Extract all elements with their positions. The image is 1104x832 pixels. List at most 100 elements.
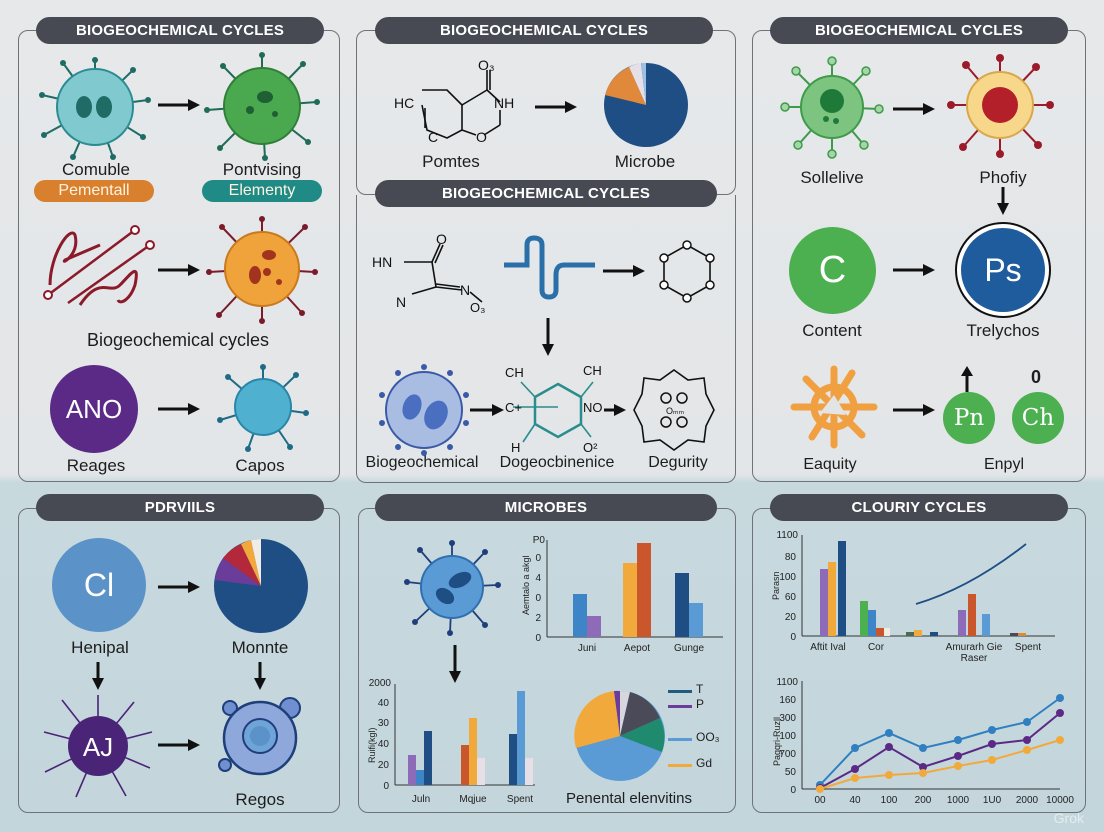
svg-text:Parasn: Parasn: [771, 571, 781, 600]
line-chart: 0 50 700 100 300 160 1100 Pagqri-Ruzll 0…: [772, 677, 1074, 806]
label-enpyl: Enpyl: [983, 456, 1025, 473]
arrow-right-icon: [158, 581, 200, 593]
svg-text:Pagqri-Ruzll: Pagqri-Ruzll: [772, 717, 782, 766]
label-regos: Regos: [235, 790, 285, 809]
pie-caption: Penental elenvitins: [566, 790, 692, 807]
svg-text:CH: CH: [583, 363, 602, 378]
svg-text:O₃: O₃: [470, 300, 485, 315]
svg-text:Oₘₘ: Oₘₘ: [666, 406, 685, 416]
svg-text:2: 2: [535, 613, 541, 624]
pill-elementy: Elementy: [202, 180, 322, 202]
label-sollelive: Sollelive: [800, 168, 864, 187]
pie-chart-icon: [214, 538, 308, 633]
svg-text:200: 200: [915, 795, 932, 806]
arrow-right-icon: [893, 404, 935, 416]
svg-text:Spent: Spent: [1015, 642, 1041, 653]
label-pontvising: Pontvising: [222, 160, 302, 179]
svg-text:100: 100: [779, 572, 796, 583]
blue-microbe-icon: [404, 540, 501, 636]
label-content: Content: [802, 321, 862, 340]
arrow-right-icon: [158, 264, 200, 276]
svg-text:Mqjue: Mqjue: [459, 794, 487, 805]
label-capos: Capos: [235, 456, 285, 475]
pie-legend: T P OO₃ Gd: [668, 682, 738, 794]
arrow-right-icon: [893, 264, 935, 276]
svg-text:60: 60: [785, 592, 797, 603]
svg-text:N: N: [460, 282, 470, 298]
watermark: Grok: [1053, 810, 1084, 826]
label-monnte: Monnte: [231, 638, 289, 657]
caption-biogeochemical-cycles: Biogeochemical cycles: [86, 330, 270, 350]
svg-text:0: 0: [790, 632, 796, 643]
svg-text:20: 20: [378, 760, 390, 771]
svg-text:Aemtalo a akgl: Aemtalo a akgl: [521, 555, 531, 615]
panel-title: BIOGEOCHEMICAL CYCLES: [36, 17, 324, 44]
svg-text:Aftit Ival: Aftit Ival: [810, 642, 846, 653]
green-microbe-icon: [204, 52, 320, 161]
svg-text:P0: P0: [533, 535, 546, 546]
ring-cluster-icon: Oₘₘ: [633, 369, 715, 451]
badge-ano: ANO: [50, 365, 138, 453]
svg-text:80: 80: [785, 552, 797, 563]
panel-title: MICROBES: [375, 494, 717, 521]
label-microbe: Microbe: [614, 152, 676, 171]
svg-text:Gunge: Gunge: [674, 643, 704, 654]
label-eaquity: Eaquity: [803, 456, 857, 473]
svg-text:O: O: [436, 231, 447, 247]
label-reages: Reages: [66, 456, 126, 475]
svg-text:0: 0: [383, 781, 389, 792]
arrow-down-icon: [542, 318, 554, 356]
pill-pementall: Pementall: [34, 180, 154, 202]
svg-text:Cor: Cor: [868, 642, 885, 653]
svg-text:Raser: Raser: [961, 653, 988, 664]
svg-text:4: 4: [535, 573, 541, 584]
microbe-pie-icon: [604, 62, 688, 147]
svg-text:40: 40: [378, 698, 390, 709]
arrow-down-icon: [449, 645, 461, 683]
svg-text:HC: HC: [394, 95, 414, 111]
label-pomtes: Pomtes: [422, 152, 480, 171]
label-henipal: Henipal: [71, 638, 129, 657]
bar-line-chart: 0 20 60 100 80 1100 Parasn Aftit Ival Co…: [771, 530, 1055, 664]
label-comuble: Comuble: [61, 160, 131, 179]
svg-text:700: 700: [779, 749, 796, 760]
svg-text:1000: 1000: [947, 795, 970, 806]
svg-text:100: 100: [779, 731, 796, 742]
svg-text:Aepot: Aepot: [624, 643, 650, 654]
hexagon-ring-icon: [659, 240, 715, 303]
panel-title: CLOURIY CYCLES: [770, 494, 1068, 521]
chemical-structure-icon: HN O N N O₃: [372, 231, 485, 315]
badge-cl: Cl: [52, 538, 146, 632]
svg-text:1100: 1100: [776, 677, 798, 688]
svg-text:1100: 1100: [776, 530, 798, 541]
arrow-up-icon: [961, 366, 973, 392]
green-cell-icon: [780, 56, 884, 159]
svg-text:CH: CH: [505, 365, 524, 380]
arrow-down-icon: [997, 187, 1009, 215]
svg-text:40: 40: [849, 795, 861, 806]
svg-text:Spent: Spent: [507, 794, 533, 805]
arrow-down-icon: [254, 662, 266, 690]
red-cell-icon: [947, 54, 1054, 158]
pie-chart-penental: [574, 690, 665, 781]
squiggle-molecule-icon: [43, 225, 155, 306]
panel-title: BIOGEOCHEMICAL CYCLES: [375, 180, 717, 207]
svg-text:HN: HN: [372, 254, 392, 270]
svg-text:O: O: [476, 129, 487, 145]
arrow-right-icon: [604, 404, 626, 416]
svg-text:1U0: 1U0: [983, 795, 1002, 806]
svg-text:Amurarh Gie: Amurarh Gie: [946, 642, 1003, 653]
orange-gear-icon: [790, 365, 878, 449]
label-dogeocbinenice: Dogeocbinenice: [499, 454, 615, 471]
svg-text:50: 50: [785, 767, 797, 778]
cyan-microbe-icon: [39, 57, 151, 160]
svg-text:O²: O²: [583, 440, 598, 455]
arrow-right-icon: [535, 101, 577, 113]
svg-text:100: 100: [881, 795, 898, 806]
label-trelychos: Trelychos: [966, 321, 1040, 340]
panel-title: BIOGEOCHEMICAL CYCLES: [375, 17, 713, 44]
bar-chart-juni-aepot: 0 2 0 4 0 P0 Aemtalo a akgl Juni Aepot Gun…: [521, 535, 723, 654]
svg-text:00: 00: [814, 795, 826, 806]
svg-text:H: H: [511, 440, 520, 455]
arrow-down-icon: [92, 662, 104, 690]
